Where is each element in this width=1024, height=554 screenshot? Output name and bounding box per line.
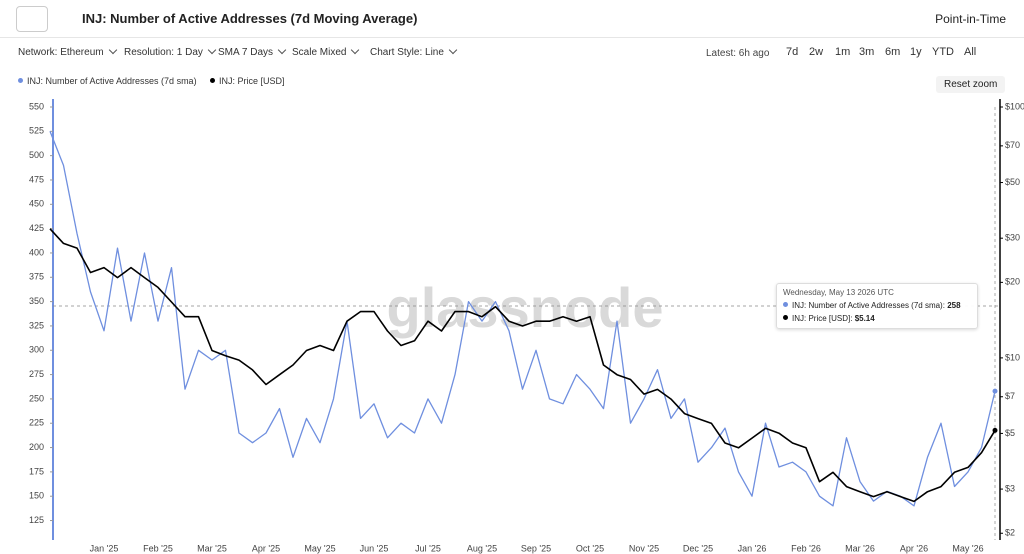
tooltip-dot	[783, 302, 788, 307]
x-tick-label: Jan '26	[738, 543, 767, 553]
range-button[interactable]: YTD	[932, 46, 954, 58]
y2-tick-label: $50	[1005, 177, 1020, 187]
y2-tick-label: $100	[1005, 101, 1024, 111]
y-tick-label: 550	[29, 101, 44, 111]
y-tick-label: 375	[29, 272, 44, 282]
x-tick-label: Jun '25	[360, 543, 389, 553]
x-tick-label: Jan '25	[90, 543, 119, 553]
y2-tick-label: $5	[1005, 428, 1015, 438]
y-tick-label: 200	[29, 442, 44, 452]
sidebar-toggle[interactable]	[16, 6, 48, 32]
y-tick-label: 300	[29, 345, 44, 355]
range-button[interactable]: 1y	[910, 46, 922, 58]
range-button[interactable]: 3m	[859, 46, 875, 58]
filter[interactable]: Network: Ethereum	[18, 47, 116, 58]
point-in-time[interactable]: Point-in-Time	[935, 12, 1006, 26]
x-tick-label: May '25	[304, 543, 335, 553]
x-tick-label: Dec '25	[683, 543, 713, 553]
y2-tick-label: $20	[1005, 277, 1020, 287]
x-tick-label: Feb '25	[143, 543, 173, 553]
tooltip: Wednesday, May 13 2026 UTC INJ: Number o…	[776, 283, 978, 329]
range-button[interactable]: 6m	[885, 46, 901, 58]
filter[interactable]: SMA 7 Days	[218, 47, 285, 58]
tooltip-value: 258	[947, 301, 961, 310]
y-tick-label: 500	[29, 150, 44, 160]
y-tick-label: 525	[29, 126, 44, 136]
x-tick-label: Apr '25	[252, 543, 280, 553]
y2-tick-label: $2	[1005, 528, 1015, 538]
filter[interactable]: Scale Mixed	[292, 47, 358, 58]
y-tick-label: 250	[29, 393, 44, 403]
y2-tick-label: $7	[1005, 391, 1015, 401]
x-tick-label: Feb '26	[791, 543, 821, 553]
reset-zoom[interactable]: Reset zoom	[936, 76, 1006, 93]
y-tick-label: 175	[29, 466, 44, 476]
x-tick-label: Nov '25	[629, 543, 659, 553]
legend-label: INJ: Price [USD]	[219, 76, 285, 86]
latest: Latest: 6h ago	[706, 48, 770, 59]
legend-entry[interactable]: INJ: Number of Active Addresses (7d sma)	[18, 76, 197, 86]
y-tick-label: 350	[29, 296, 44, 306]
filter[interactable]: Chart Style: Line	[370, 47, 456, 58]
x-tick-label: Aug '25	[467, 543, 497, 553]
y2-tick-label: $3	[1005, 483, 1015, 493]
legend-dot	[210, 78, 215, 83]
y-tick-label: 275	[29, 369, 44, 379]
y-tick-label: 225	[29, 418, 44, 428]
range-button[interactable]: 7d	[786, 46, 799, 58]
tooltip-label: INJ: Number of Active Addresses (7d sma)…	[792, 301, 945, 310]
y2-tick-label: $10	[1005, 352, 1020, 362]
x-tick-label: Sep '25	[521, 543, 551, 553]
range-button[interactable]: 1m	[835, 46, 851, 58]
series-line	[49, 228, 996, 503]
x-tick-label: Oct '25	[576, 543, 604, 553]
page-title: INJ: Number of Active Addresses (7d Movi…	[82, 11, 418, 26]
tooltip-dot	[783, 315, 788, 320]
y-tick-label: 325	[29, 320, 44, 330]
end-point	[992, 388, 998, 394]
y-tick-label: 150	[29, 491, 44, 501]
watermark: glassnode	[387, 276, 664, 339]
y-tick-label: 450	[29, 199, 44, 209]
legend-entry[interactable]: INJ: Price [USD]	[210, 76, 285, 86]
tooltip-value: $5.14	[854, 314, 875, 323]
x-tick-label: May '26	[952, 543, 983, 553]
x-tick-label: Mar '26	[845, 543, 875, 553]
end-point	[992, 427, 998, 433]
filter[interactable]: Resolution: 1 Day	[124, 47, 215, 58]
x-tick-label: Jul '25	[415, 543, 441, 553]
x-tick-label: Apr '26	[900, 543, 928, 553]
y-tick-label: 425	[29, 223, 44, 233]
y2-tick-label: $30	[1005, 233, 1020, 243]
tooltip-title: Wednesday, May 13 2026 UTC	[783, 288, 894, 297]
y-tick-label: 400	[29, 247, 44, 257]
y-tick-label: 475	[29, 174, 44, 184]
tooltip-entry: INJ: Price [USD]: $5.14	[783, 314, 971, 323]
tooltip-label: INJ: Price [USD]:	[792, 314, 853, 323]
series-line	[49, 131, 996, 507]
y2-tick-label: $70	[1005, 140, 1020, 150]
range-button[interactable]: 2w	[809, 46, 824, 58]
legend-dot	[18, 78, 23, 83]
x-tick-label: Mar '25	[197, 543, 227, 553]
legend-label: INJ: Number of Active Addresses (7d sma)	[27, 76, 197, 86]
header-bar	[0, 0, 1024, 38]
y-tick-label: 125	[29, 515, 44, 525]
range-button[interactable]: All	[964, 46, 977, 58]
tooltip-entry: INJ: Number of Active Addresses (7d sma)…	[783, 301, 971, 310]
